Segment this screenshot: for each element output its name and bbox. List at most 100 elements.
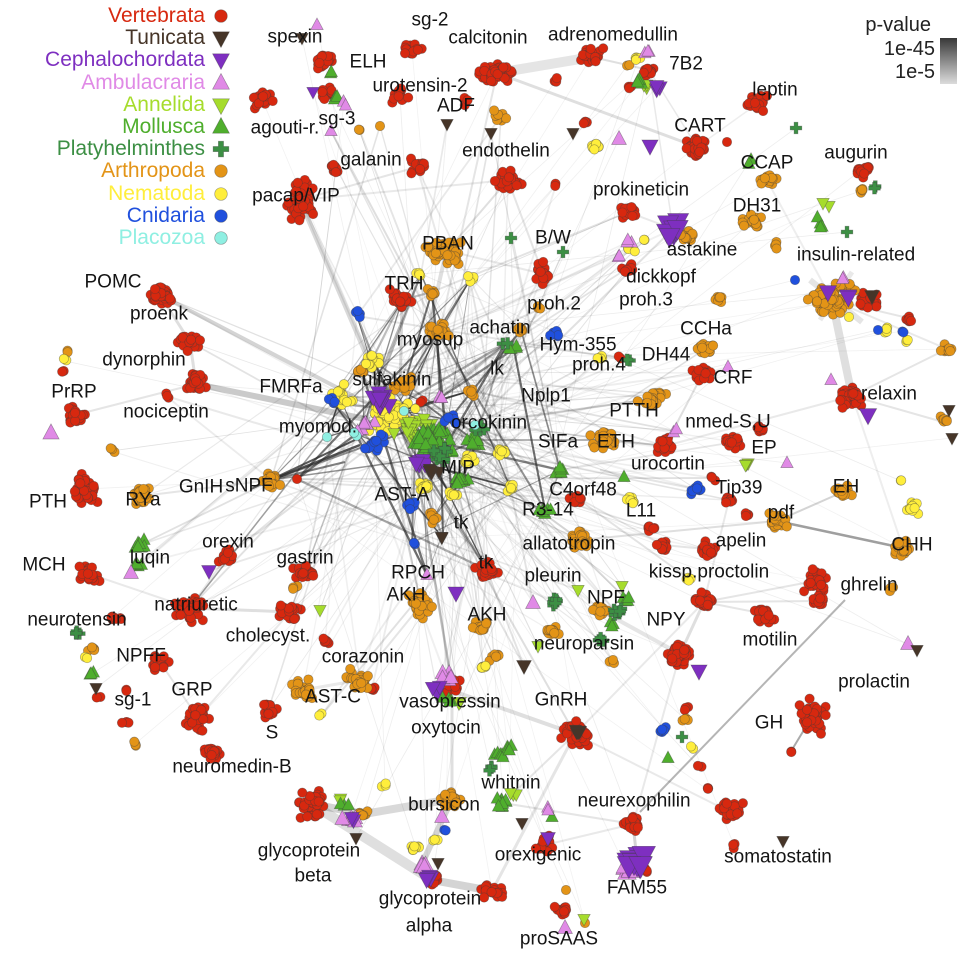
cluster-label: C4orf48 [549, 479, 617, 501]
cluster-label: urotensin-2 [372, 75, 468, 97]
cluster-label: MIP [441, 457, 475, 479]
cluster-label: SIFa [537, 431, 579, 453]
cluster-label: EP [751, 437, 777, 459]
cluster-label: myomod. [278, 416, 358, 438]
cluster-label: proh.4 [572, 354, 626, 376]
cluster-label: ELH [349, 51, 387, 73]
legend-item-mollusca: Mollusca [0, 115, 232, 139]
cluster-label: glycoprotein [257, 840, 361, 862]
cluster-label: prokineticin [592, 179, 690, 201]
cluster-label: EH [832, 476, 860, 498]
legend-label: Vertebrata [108, 4, 205, 28]
cluster-label: CCAP [740, 152, 794, 174]
cluster-label: nociceptin [123, 401, 209, 423]
cluster-label: natriuretic [154, 594, 238, 616]
cluster-label: CART [674, 115, 726, 137]
cluster-label: dickkopf [626, 266, 696, 288]
legend-tri-down-icon [212, 53, 230, 71]
cluster-label: AKH [467, 604, 507, 626]
cluster-label: leptin [752, 79, 798, 101]
cluster-label: POMC [84, 271, 142, 293]
legend-label: Ambulacraria [81, 70, 205, 94]
legend-circle-icon [214, 186, 228, 201]
legend-tri-down-icon [212, 98, 230, 115]
cluster-label: CCHa [680, 318, 732, 340]
cluster-label: glycoprotein [378, 888, 482, 910]
cluster-label: whitnin [481, 772, 541, 794]
cluster-label: luqin [129, 547, 171, 569]
cluster-label: vasopressin [399, 691, 501, 713]
legend-label: Annelida [123, 92, 205, 116]
cluster-label: B/W [535, 227, 571, 249]
legend-label: Nematoda [108, 181, 205, 205]
cluster-label: Hym-355 [539, 334, 617, 356]
legend-label: Arthropoda [101, 159, 205, 183]
cluster-label: sg-2 [411, 9, 449, 31]
cluster-label: neurexophilin [577, 790, 691, 812]
legend-label: Platyhelminthes [56, 137, 205, 161]
cluster-label: sg-1 [114, 689, 152, 711]
cluster-label: endothelin [462, 140, 550, 162]
pvalue-tick-strong: 1e-45 [883, 38, 935, 60]
cluster-label: orexin [202, 531, 254, 553]
cluster-label: NPY [646, 609, 686, 631]
cluster-label: RPCH [391, 562, 445, 584]
cluster-label: orcokinin [450, 412, 528, 434]
legend-label: Placozoa [118, 225, 205, 249]
cluster-label: S [265, 722, 279, 744]
legend-tri-down-icon [212, 31, 230, 49]
cluster-label: gastrin [276, 547, 334, 569]
cluster-label: pleurin [524, 565, 582, 587]
cluster-label: urocortin [631, 453, 705, 475]
cluster-label: alpha [405, 915, 453, 937]
cluster-label: Nplp1 [521, 385, 571, 407]
cluster-label: lk [490, 358, 504, 380]
legend-item-arthropoda: Arthropoda [0, 159, 232, 183]
cluster-label: adrenomedullin [548, 24, 678, 46]
cluster-label: proh.2 [527, 293, 581, 315]
cluster-label: proSAAS [519, 928, 599, 950]
cluster-label: DH44 [641, 344, 691, 366]
pvalue-ticks: 1e-45 1e-5 [884, 38, 935, 84]
cluster-label: sg-3 [318, 108, 356, 130]
legend-circle-icon [214, 9, 228, 23]
cluster-label: neuroparsin [533, 633, 635, 655]
cluster-label: FMRFa [259, 376, 323, 398]
cluster-label: GH [754, 712, 784, 734]
cluster-label: GnIH [178, 476, 224, 498]
legend-circle-icon [214, 231, 228, 245]
cluster-label: ETH [597, 431, 635, 453]
cluster-label: DH31 [732, 195, 782, 217]
cluster-label: achatin [469, 317, 531, 339]
cluster-label: nmed-S,U [685, 411, 771, 433]
cluster-label: tk [453, 512, 469, 534]
cluster-label: R3-14 [522, 499, 574, 521]
legend-label: Mollusca [122, 115, 205, 139]
cluster-label: tk [478, 552, 494, 574]
cluster-label: augurin [824, 142, 888, 164]
legend-item-ambulacraria: Ambulacraria [0, 70, 232, 94]
cluster-label: spexin [267, 26, 323, 48]
cluster-label: TRH [384, 273, 424, 295]
cluster-label: pdf [767, 502, 795, 524]
cluster-label: astakine [666, 239, 738, 261]
pvalue-title: p-value [865, 14, 931, 36]
legend-tri-up-icon [212, 117, 230, 134]
legend-tri-up-icon [212, 72, 230, 90]
legend-item-vertebrata: Vertebrata [0, 4, 232, 28]
legend-circle-icon [214, 209, 228, 223]
cluster-label: NPFF [116, 645, 166, 667]
cluster-label: relaxin [861, 383, 917, 405]
cluster-label: PTH [29, 491, 67, 513]
cluster-label: calcitonin [448, 27, 528, 49]
cluster-label: PTTH [609, 400, 659, 422]
cluster-label: proenk [129, 303, 189, 325]
cluster-label: cholecyst. [225, 625, 311, 647]
cluster-label: myosup [396, 329, 464, 351]
cluster-label: beta [294, 865, 332, 887]
cluster-label: agouti-r. [250, 117, 320, 139]
pvalue-gradient-bar [940, 38, 957, 84]
cluster-label: Tip39 [715, 477, 763, 499]
cluster-label: pacap/VIP [252, 185, 340, 207]
